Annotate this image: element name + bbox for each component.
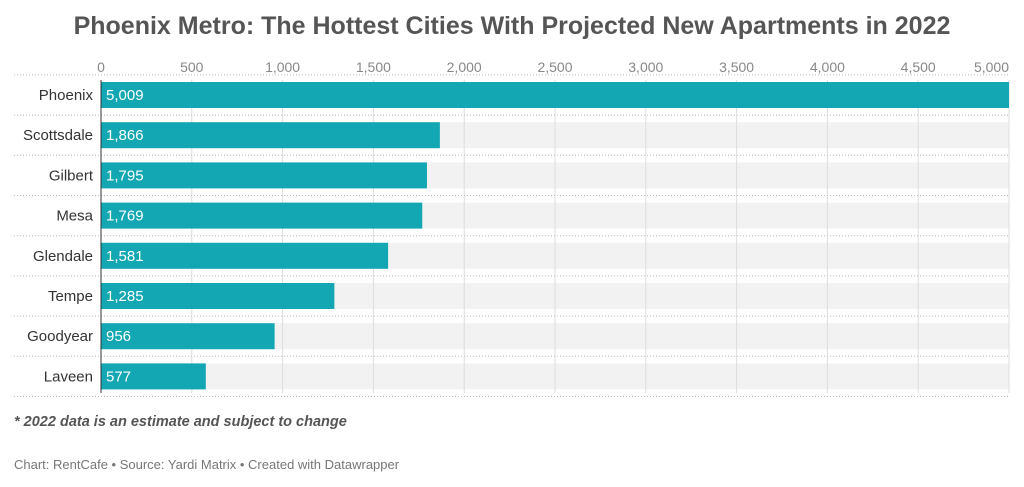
x-tick-label: 5,000 — [974, 59, 1009, 75]
category-label: Gilbert — [49, 167, 94, 184]
bar — [101, 363, 206, 390]
category-label: Scottsdale — [23, 127, 93, 144]
data-label: 1,769 — [106, 208, 144, 225]
bar — [101, 242, 389, 269]
data-label: 956 — [106, 328, 131, 345]
bar — [101, 283, 335, 309]
category-label: Laveen — [44, 368, 93, 385]
bar — [101, 122, 440, 149]
category-label: Phoenix — [39, 87, 94, 104]
x-tick-label: 0 — [97, 59, 105, 75]
x-tick-label: 3,500 — [719, 59, 754, 75]
data-label: 5,009 — [106, 87, 144, 104]
data-label: 1,285 — [106, 288, 144, 305]
bar — [101, 162, 427, 189]
category-label: Tempe — [48, 288, 93, 305]
category-label: Goodyear — [27, 328, 93, 345]
bar — [101, 202, 423, 229]
x-tick-label: 2,500 — [537, 59, 572, 75]
chart-title: Phoenix Metro: The Hottest Cities With P… — [73, 12, 951, 40]
x-tick-label: 500 — [180, 59, 204, 75]
data-label: 577 — [106, 368, 131, 385]
category-label: Glendale — [33, 248, 93, 265]
x-tick-label: 2,000 — [447, 59, 482, 75]
x-tick-label: 4,500 — [901, 59, 936, 75]
data-label: 1,795 — [106, 167, 144, 184]
x-tick-label: 3,000 — [628, 59, 663, 75]
chart-credits: Chart: RentCafe • Source: Yardi Matrix •… — [14, 457, 400, 472]
data-label: 1,866 — [106, 127, 144, 144]
data-label: 1,581 — [106, 248, 144, 265]
footnote: * 2022 data is an estimate and subject t… — [14, 414, 347, 430]
bar — [101, 82, 1009, 108]
bar — [101, 323, 275, 350]
category-label: Mesa — [56, 208, 93, 225]
x-tick-label: 1,000 — [265, 59, 300, 75]
x-tick-label: 4,000 — [810, 59, 845, 75]
x-tick-label: 1,500 — [356, 59, 391, 75]
